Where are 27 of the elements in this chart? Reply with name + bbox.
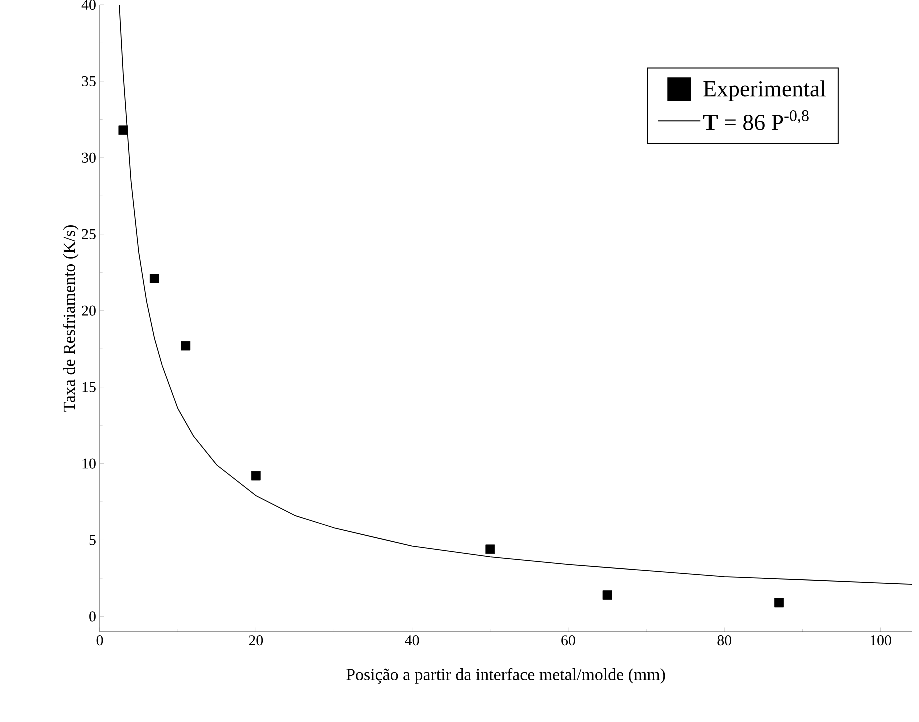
x-tick-label: 60 bbox=[562, 636, 576, 646]
x-tick-label: 100 bbox=[870, 636, 892, 646]
y-tick-label: 35 bbox=[82, 76, 96, 86]
x-axis-title: Posição a partir da interface metal/molde (mm) bbox=[346, 668, 666, 684]
y-tick-label: 20 bbox=[82, 306, 96, 316]
y-axis-title: Taxa de Resfriamento (K/s) bbox=[63, 226, 79, 412]
x-tick-label: 40 bbox=[405, 636, 420, 646]
y-tick-label: 30 bbox=[82, 152, 96, 163]
y-tick-label: 25 bbox=[82, 229, 96, 240]
x-tick-label: 80 bbox=[718, 636, 732, 646]
y-tick-label: 15 bbox=[82, 382, 96, 392]
legend-label: Experimental bbox=[704, 80, 826, 102]
y-tick-label: 5 bbox=[90, 535, 96, 546]
x-tick-label: 0 bbox=[96, 636, 104, 646]
point bbox=[181, 341, 191, 351]
point bbox=[486, 544, 496, 554]
point bbox=[150, 274, 160, 284]
legend-label: T = 86 P$^{-0,8}$ bbox=[703, 110, 809, 130]
point bbox=[774, 598, 784, 608]
line-series bbox=[119, 4, 912, 586]
point bbox=[251, 471, 261, 481]
y-tick-label: 0 bbox=[90, 612, 96, 622]
y-tick-label: 40 bbox=[82, 0, 96, 10]
point bbox=[602, 590, 612, 600]
x-tick-label: 20 bbox=[249, 636, 264, 646]
point bbox=[118, 126, 128, 136]
y-tick-label: 10 bbox=[82, 458, 96, 469]
